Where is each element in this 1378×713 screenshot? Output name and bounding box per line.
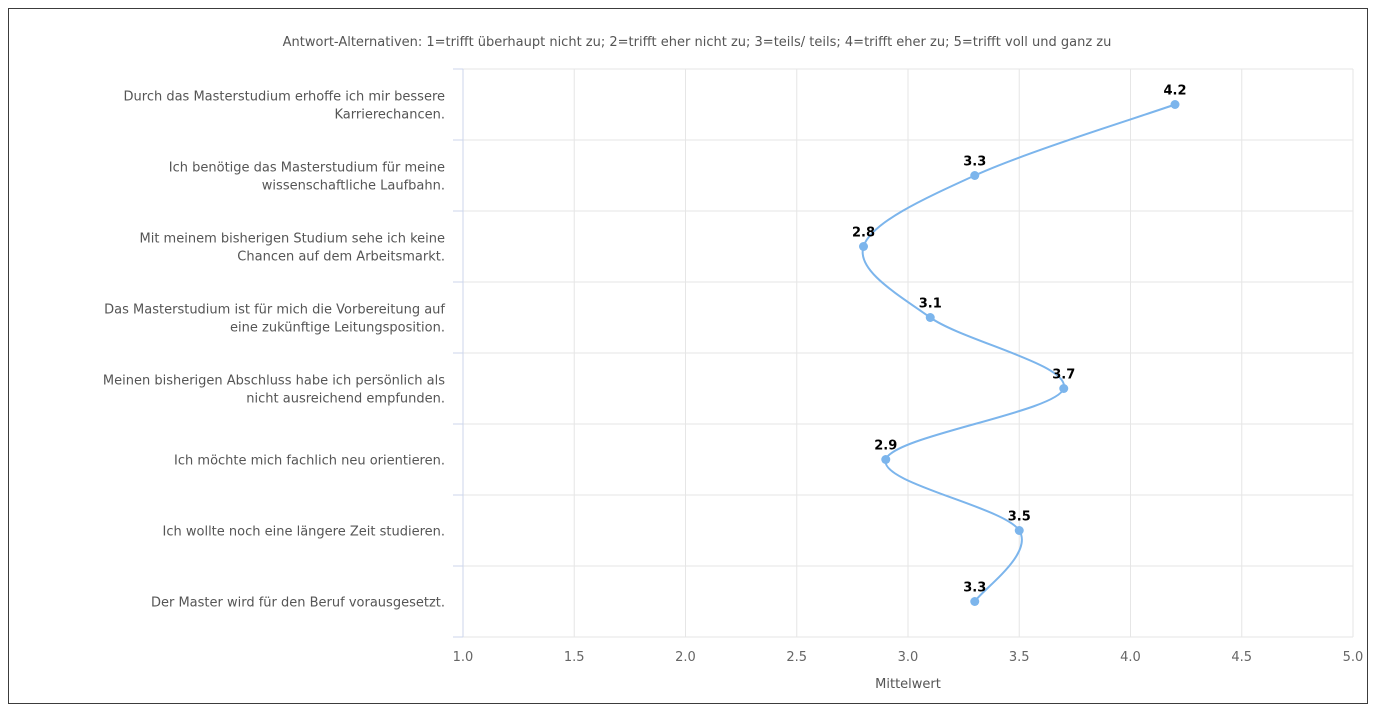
data-label: 3.1 <box>919 297 942 312</box>
data-labels: 4.2 3.3 2.8 3.1 3.7 2.9 3.5 3.3 <box>852 84 1187 596</box>
category-label: Ich benötige das Masterstudium für meine <box>169 161 445 176</box>
category-label: Chancen auf dem Arbeitsmarkt. <box>237 250 445 265</box>
x-tick-label: 4.5 <box>1231 650 1252 665</box>
category-label: Karrierechancen. <box>335 108 446 123</box>
category-label: Meinen bisherigen Abschluss habe ich per… <box>103 374 445 389</box>
category-label: wissenschaftliche Laufbahn. <box>262 179 445 194</box>
data-point <box>859 242 868 251</box>
grid-lines <box>453 68 1354 638</box>
category-label: Das Masterstudium ist für mich die Vorbe… <box>104 303 445 318</box>
data-label: 3.7 <box>1052 368 1075 383</box>
category-labels: Durch das Masterstudium erhoffe ich mir … <box>103 90 446 611</box>
data-point <box>1170 100 1180 109</box>
category-label: Der Master wird für den Beruf vorausgese… <box>151 596 445 611</box>
chart-frame: Antwort-Alternativen: 1=trifft überhaupt… <box>8 8 1368 704</box>
x-tick-label: 5.0 <box>1343 650 1364 665</box>
x-tick-label: 3.0 <box>898 650 919 665</box>
line-chart: Antwort-Alternativen: 1=trifft überhaupt… <box>103 35 1364 692</box>
category-label: Ich möchte mich fachlich neu orientieren… <box>174 454 445 469</box>
data-point <box>1059 384 1069 393</box>
x-tick-labels: 1.0 1.5 2.0 2.5 3.0 3.5 4.0 4.5 5.0 <box>453 650 1364 665</box>
data-label: 2.9 <box>874 439 897 454</box>
data-points <box>859 100 1180 606</box>
category-label: nicht ausreichend empfunden. <box>246 392 445 407</box>
chart-subtitle: Antwort-Alternativen: 1=trifft überhaupt… <box>283 35 1112 50</box>
data-label: 3.3 <box>963 155 986 170</box>
data-label: 2.8 <box>852 226 875 241</box>
x-tick-label: 2.0 <box>675 650 696 665</box>
data-point <box>1014 526 1024 535</box>
x-tick-label: 1.0 <box>453 650 474 665</box>
x-tick-label: 3.5 <box>1009 650 1030 665</box>
category-label: eine zukünftige Leitungsposition. <box>230 321 445 336</box>
category-label: Ich wollte noch eine längere Zeit studie… <box>163 525 445 540</box>
x-tick-label: 2.5 <box>786 650 807 665</box>
x-axis-title: Mittelwert <box>875 677 941 692</box>
x-tick-label: 4.0 <box>1120 650 1141 665</box>
x-tick-label: 1.5 <box>564 650 585 665</box>
data-label: 3.5 <box>1008 510 1031 525</box>
data-point <box>970 597 980 606</box>
data-label: 3.3 <box>963 581 986 596</box>
data-label: 4.2 <box>1163 84 1186 99</box>
data-point <box>970 171 980 180</box>
data-point <box>881 455 891 464</box>
category-label: Durch das Masterstudium erhoffe ich mir … <box>124 90 445 105</box>
data-point <box>925 313 935 322</box>
category-label: Mit meinem bisherigen Studium sehe ich k… <box>140 232 446 247</box>
